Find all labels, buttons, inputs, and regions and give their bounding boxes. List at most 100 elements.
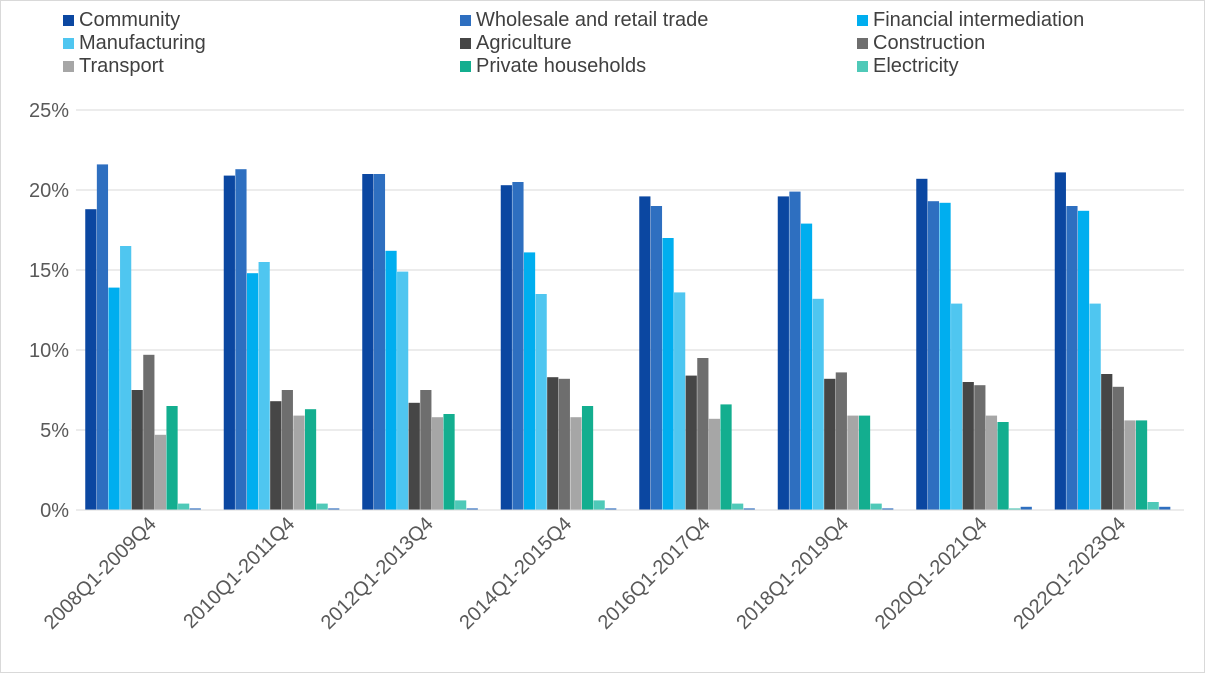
bar xyxy=(824,378,836,510)
bar xyxy=(581,406,594,510)
bar xyxy=(882,508,894,510)
bar xyxy=(154,434,167,510)
bar xyxy=(373,174,386,510)
y-tick-label: 20% xyxy=(29,180,69,202)
legend-item: Construction xyxy=(857,32,1187,55)
bar xyxy=(143,354,155,510)
bar xyxy=(916,178,928,511)
bar xyxy=(1135,420,1148,510)
bar xyxy=(304,409,317,510)
bar xyxy=(535,294,547,510)
bar xyxy=(385,250,397,511)
bar xyxy=(1101,374,1113,510)
bar xyxy=(1020,506,1032,510)
legend-swatch xyxy=(63,38,74,49)
bar xyxy=(743,508,755,510)
bar xyxy=(293,415,305,510)
legend-swatch xyxy=(460,61,471,72)
bar xyxy=(951,303,963,510)
x-tick-label: 2018Q1-2019Q4 xyxy=(732,513,853,634)
bar xyxy=(985,415,998,510)
legend-item: Private households xyxy=(460,55,857,78)
bar xyxy=(570,417,582,510)
bar xyxy=(720,404,732,510)
bar xyxy=(812,298,824,510)
bar xyxy=(789,191,801,510)
bar xyxy=(662,238,674,510)
bar xyxy=(120,246,132,510)
x-tick-label: 2014Q1-2015Q4 xyxy=(455,513,576,634)
bar xyxy=(847,415,859,510)
bar xyxy=(166,406,178,510)
bar xyxy=(235,169,247,510)
legend-item: Community xyxy=(63,9,460,32)
legend-item: Wholesale and retail trade xyxy=(460,9,857,32)
bar xyxy=(708,418,721,510)
bar xyxy=(835,372,847,510)
bar xyxy=(962,382,974,510)
bar xyxy=(650,206,663,510)
bar xyxy=(1159,506,1171,510)
bar xyxy=(639,196,651,510)
legend-swatch xyxy=(857,38,868,49)
legend-label: Electricity xyxy=(873,55,959,77)
bar xyxy=(85,209,97,510)
legend-label: Wholesale and retail trade xyxy=(476,9,709,31)
bar xyxy=(96,164,109,510)
bar xyxy=(997,422,1009,510)
bar xyxy=(1124,420,1136,510)
bar xyxy=(1009,508,1021,510)
bar xyxy=(223,175,235,510)
bar xyxy=(1089,303,1101,510)
legend-swatch xyxy=(63,15,74,26)
y-tick-label: 5% xyxy=(40,420,69,442)
bar xyxy=(1066,206,1078,510)
bar xyxy=(420,390,432,510)
legend-swatch xyxy=(460,38,471,49)
y-tick-label: 15% xyxy=(29,260,69,282)
legend-label: Construction xyxy=(873,32,986,54)
legend-item: Transport xyxy=(63,55,460,78)
bar xyxy=(178,503,190,510)
bar xyxy=(1112,386,1124,510)
legend-label: Private households xyxy=(476,55,647,77)
bar xyxy=(870,503,882,510)
bar xyxy=(558,378,570,510)
legend-swatch xyxy=(857,15,868,26)
bar xyxy=(605,508,617,510)
x-tick-label: 2020Q1-2021Q4 xyxy=(871,513,992,634)
x-tick-label: 2022Q1-2023Q4 xyxy=(1009,513,1130,634)
bar xyxy=(362,174,374,510)
bar xyxy=(397,271,409,510)
bar xyxy=(455,500,467,510)
x-tick-label: 2008Q1-2009Q4 xyxy=(40,513,161,634)
bar xyxy=(281,390,293,510)
bar xyxy=(408,402,420,510)
bar xyxy=(258,262,270,510)
legend-swatch xyxy=(460,15,471,26)
bar xyxy=(593,500,605,510)
bar xyxy=(328,508,340,510)
bar xyxy=(697,358,709,510)
bar xyxy=(939,202,951,511)
x-tick-label: 2016Q1-2017Q4 xyxy=(594,513,715,634)
bar xyxy=(1147,502,1159,510)
bar xyxy=(685,375,697,510)
bar xyxy=(316,503,328,510)
legend-item: Manufacturing xyxy=(63,32,460,55)
bar xyxy=(800,223,813,510)
bar xyxy=(777,196,789,510)
bar xyxy=(858,415,871,510)
bar xyxy=(189,508,201,510)
legend-label: Agriculture xyxy=(476,32,572,54)
x-tick-label: 2010Q1-2011Q4 xyxy=(179,513,299,633)
bar xyxy=(732,503,744,510)
x-tick-label: 2012Q1-2013Q4 xyxy=(317,513,438,634)
bar xyxy=(1054,172,1066,510)
bar xyxy=(523,252,536,510)
bar xyxy=(466,508,478,510)
bar xyxy=(547,377,559,510)
bar xyxy=(108,287,120,510)
